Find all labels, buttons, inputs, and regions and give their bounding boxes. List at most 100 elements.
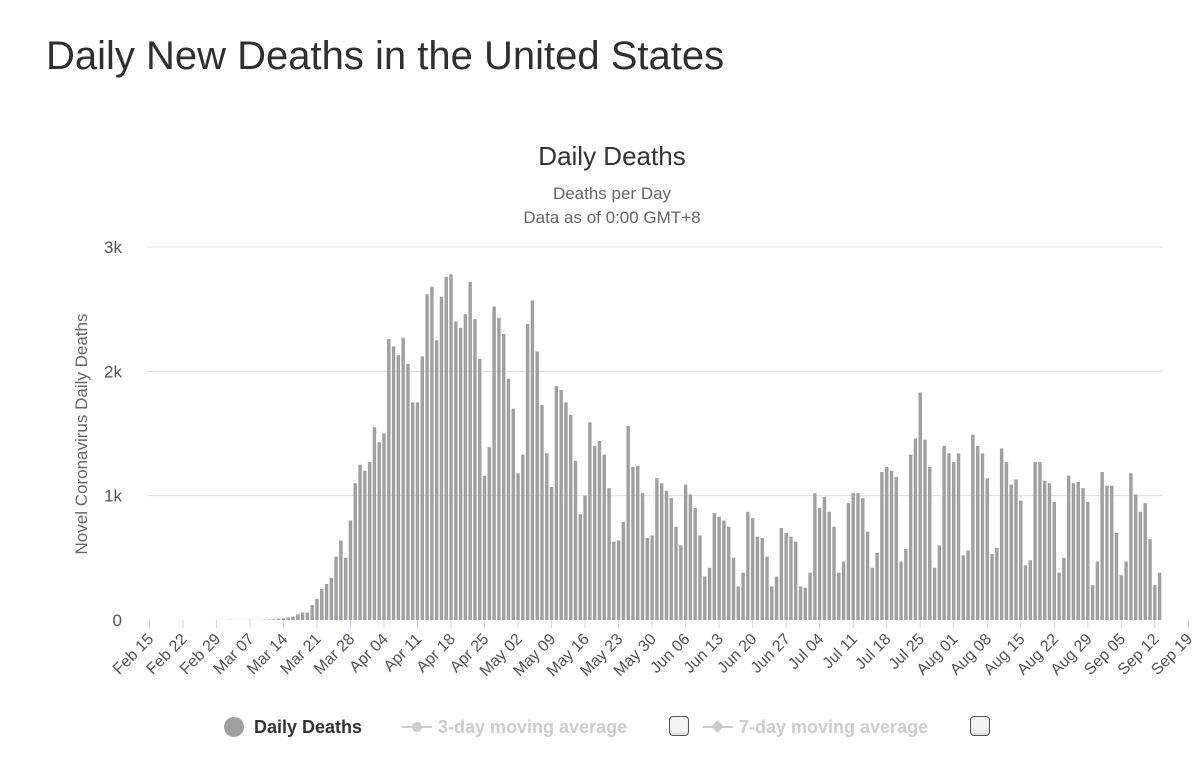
bar[interactable] <box>937 545 942 620</box>
checkbox-7-day-average[interactable] <box>970 716 990 736</box>
bar[interactable] <box>473 319 477 620</box>
bar[interactable] <box>822 496 827 620</box>
bar[interactable] <box>449 274 453 620</box>
bar[interactable] <box>411 402 415 620</box>
bar[interactable] <box>861 498 865 620</box>
bar[interactable] <box>276 618 281 620</box>
bar[interactable] <box>540 404 544 620</box>
bar[interactable] <box>396 355 401 620</box>
bar[interactable] <box>382 433 386 621</box>
bar[interactable] <box>444 276 448 620</box>
bar[interactable] <box>458 327 463 620</box>
bar[interactable] <box>636 465 640 620</box>
bar[interactable] <box>492 306 496 620</box>
bar[interactable] <box>545 453 549 620</box>
bar[interactable] <box>784 532 788 620</box>
bar[interactable] <box>324 583 329 620</box>
bar[interactable] <box>578 514 583 620</box>
bar[interactable] <box>803 587 808 620</box>
bar[interactable] <box>348 520 353 620</box>
legend-item-3-day-average[interactable]: 3-day moving average <box>402 712 627 742</box>
bar[interactable] <box>305 612 310 620</box>
bar[interactable] <box>454 321 458 620</box>
bar[interactable] <box>1086 501 1090 620</box>
bar[interactable] <box>980 453 985 620</box>
bar[interactable] <box>750 518 755 620</box>
bar[interactable] <box>501 334 506 620</box>
bar[interactable] <box>1119 575 1124 620</box>
bar[interactable] <box>559 389 563 620</box>
bar[interactable] <box>650 535 654 620</box>
bar[interactable] <box>588 422 592 620</box>
bar[interactable] <box>856 493 860 620</box>
bar[interactable] <box>640 493 645 620</box>
bar[interactable] <box>602 454 606 620</box>
bar[interactable] <box>712 513 717 620</box>
bar[interactable] <box>300 612 305 620</box>
bar[interactable] <box>837 572 841 620</box>
bar[interactable] <box>478 358 482 620</box>
bar[interactable] <box>1129 473 1133 620</box>
bar[interactable] <box>434 340 439 620</box>
bar[interactable] <box>291 616 295 620</box>
bar[interactable] <box>774 576 779 620</box>
bar[interactable] <box>918 392 922 620</box>
bar[interactable] <box>621 521 626 620</box>
bar[interactable] <box>770 586 774 620</box>
bar[interactable] <box>923 439 927 620</box>
bar[interactable] <box>281 618 286 620</box>
bar[interactable] <box>947 453 951 620</box>
bar[interactable] <box>482 475 487 620</box>
bar[interactable] <box>985 478 989 620</box>
bar[interactable] <box>564 402 568 620</box>
bar[interactable] <box>693 508 697 620</box>
bar[interactable] <box>894 477 899 620</box>
bar[interactable] <box>1038 462 1042 620</box>
bar[interactable] <box>659 483 664 620</box>
bar[interactable] <box>846 503 851 620</box>
bar[interactable] <box>535 351 539 620</box>
bar[interactable] <box>851 493 855 620</box>
bar[interactable] <box>990 554 994 620</box>
bar[interactable] <box>549 486 554 620</box>
bar[interactable] <box>568 414 573 620</box>
bar[interactable] <box>506 378 511 620</box>
bar[interactable] <box>779 527 784 620</box>
bar[interactable] <box>717 516 721 620</box>
bar[interactable] <box>966 550 970 620</box>
bar[interactable] <box>736 586 741 620</box>
bar[interactable] <box>798 586 803 620</box>
bar[interactable] <box>372 427 377 620</box>
bar[interactable] <box>406 363 410 620</box>
bar[interactable] <box>391 346 396 620</box>
bar[interactable] <box>913 438 918 620</box>
bar[interactable] <box>698 535 702 620</box>
bar[interactable] <box>832 526 836 620</box>
bar[interactable] <box>415 402 420 620</box>
bar[interactable] <box>928 467 932 620</box>
bar[interactable] <box>612 541 616 620</box>
bar[interactable] <box>267 619 271 621</box>
bar[interactable] <box>755 536 760 620</box>
bar[interactable] <box>827 511 831 620</box>
bar[interactable] <box>1062 557 1066 620</box>
bar[interactable] <box>430 286 434 620</box>
bar[interactable] <box>377 442 381 620</box>
bar[interactable] <box>367 462 372 620</box>
bar[interactable] <box>1105 485 1109 620</box>
bar[interactable] <box>363 470 367 620</box>
bar[interactable] <box>707 567 712 620</box>
bar[interactable] <box>679 545 683 620</box>
bar[interactable] <box>999 448 1004 620</box>
bar[interactable] <box>1028 560 1033 620</box>
legend-item-daily-deaths[interactable]: Daily Deaths <box>224 712 362 742</box>
bar[interactable] <box>530 300 535 620</box>
bar[interactable] <box>932 567 937 620</box>
bar[interactable] <box>674 526 678 620</box>
bar[interactable] <box>425 294 429 620</box>
bar[interactable] <box>1114 532 1119 620</box>
bar[interactable] <box>664 490 669 620</box>
bar[interactable] <box>789 536 793 620</box>
bar[interactable] <box>1019 500 1023 620</box>
bar[interactable] <box>607 488 611 620</box>
